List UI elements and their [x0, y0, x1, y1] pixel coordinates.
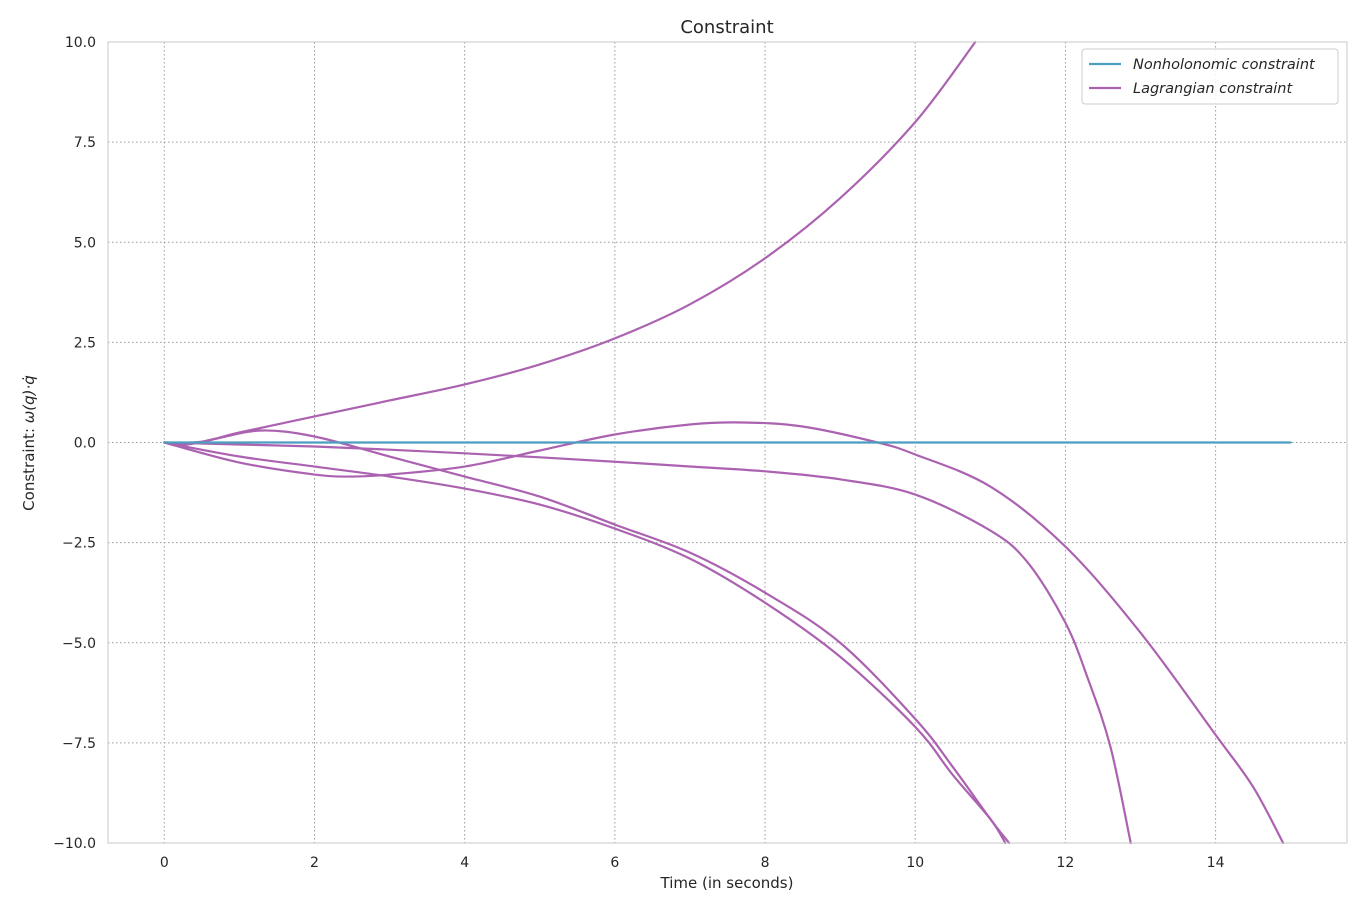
y-axis-label-prefix: Constraint:: [20, 423, 38, 511]
y-tick-label: 0.0: [74, 436, 96, 452]
x-tick-label: 0: [160, 855, 169, 871]
lagrangian-constraint-line: [163, 441, 1007, 845]
y-tick-label: 10.0: [65, 35, 96, 51]
y-axis-label: Constraint: ω(q)·q̇: [20, 375, 38, 511]
lagrangian-constraint-line: [163, 421, 1285, 845]
plot-frame: [107, 41, 1348, 844]
lagrangian-constraint-line: [163, 441, 1132, 845]
x-axis-label: Time (in seconds): [660, 874, 794, 892]
x-tick-label: 2: [310, 855, 319, 871]
x-tick-label: 14: [1207, 855, 1225, 871]
legend-label-nonholonomic: Nonholonomic constraint: [1133, 57, 1316, 73]
x-tick-label: 4: [460, 855, 469, 871]
y-axis-label-math: ω(q)·q̇: [20, 375, 38, 423]
y-tick-label: 2.5: [74, 335, 96, 351]
y-tick-label: −5.0: [62, 636, 96, 652]
legend-box: [1081, 48, 1339, 105]
series-lines: [163, 40, 1292, 845]
y-tick-label: 5.0: [74, 235, 96, 251]
x-tick-label: 10: [906, 855, 924, 871]
y-tick-label: −2.5: [62, 536, 96, 552]
y-tick-label: 7.5: [74, 135, 96, 151]
x-tick-labels: 0 2 4 6 8 10 12 14: [160, 855, 1225, 871]
y-tick-labels: −10.0 −7.5 −5.0 −2.5 0.0 2.5 5.0 7.5 10.0: [53, 35, 96, 852]
chart-title: Constraint: [680, 17, 773, 38]
lagrangian-constraint-line: [163, 40, 977, 444]
y-tick-label: −10.0: [53, 836, 96, 852]
y-tick-label: −7.5: [62, 736, 96, 752]
x-tick-label: 12: [1056, 855, 1074, 871]
x-tick-label: 6: [610, 855, 619, 871]
legend-label-lagrangian: Lagrangian constraint: [1133, 81, 1293, 97]
x-tick-label: 8: [761, 855, 770, 871]
legend: Nonholonomic constraint Lagrangian const…: [1081, 48, 1339, 105]
lagrangian-constraint-line: [163, 429, 1011, 845]
